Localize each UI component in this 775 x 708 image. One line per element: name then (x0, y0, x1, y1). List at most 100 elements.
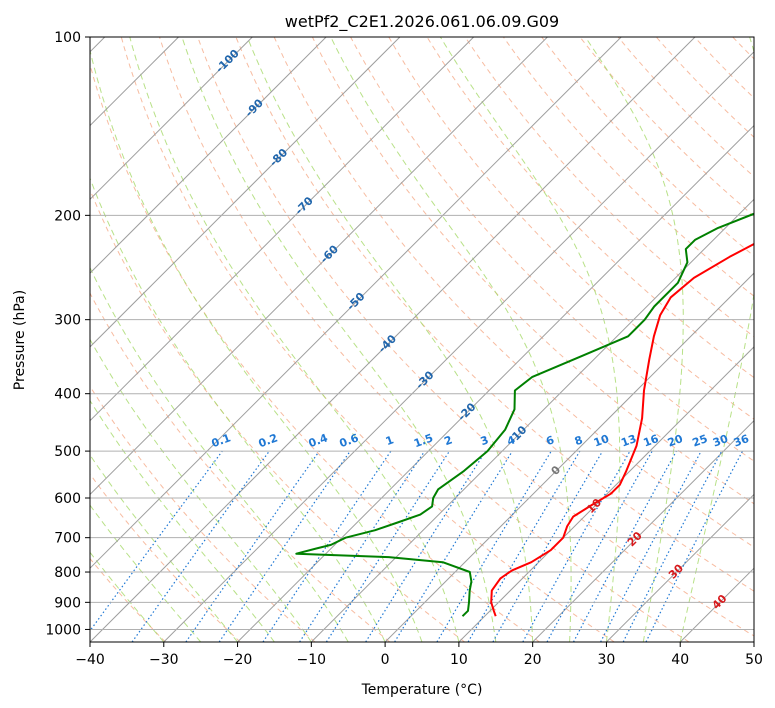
y-tick-label: 800 (54, 565, 81, 581)
y-axis: 100 200 300 400 500 600 700 800 900 1000 (45, 30, 90, 638)
y-tick-label: 1000 (45, 622, 81, 638)
mixing-ratio-label: 3 (479, 433, 491, 448)
mixing-ratio-label: 30 (711, 432, 730, 450)
x-tick-label: 50 (745, 652, 763, 668)
y-tick-label: 300 (54, 313, 81, 329)
moist-adiabat-line (330, 37, 572, 642)
y-axis-label: Pressure (hPa) (12, 290, 28, 390)
x-tick-label: 40 (671, 652, 689, 668)
dry-adiabat-line (235, 37, 754, 592)
mixing-ratio-label: 0.2 (257, 431, 280, 450)
isotherm-line (90, 37, 622, 569)
x-tick-label: 20 (524, 652, 542, 668)
moist-adiabat-line (90, 266, 349, 642)
moist-adiabat-line (90, 504, 202, 642)
dry-adiabat-line (694, 37, 754, 99)
y-tick-label: 700 (54, 531, 81, 547)
moist-adiabat-line (181, 37, 497, 642)
mixing-ratio-line (546, 450, 653, 642)
y-tick-label: 200 (54, 208, 81, 224)
mixing-ratio-line (492, 450, 604, 642)
mixing-ratio-line (90, 450, 223, 632)
isotherm-line (90, 37, 253, 201)
moist-adiabat-line (439, 37, 621, 642)
dry-adiabat-line (426, 37, 754, 379)
isotherm-line (90, 37, 548, 496)
x-tick-label: 30 (598, 652, 616, 668)
mixing-ratio-line (131, 450, 270, 642)
mixing-ratio-line (394, 450, 513, 642)
y-tick-label: 500 (54, 444, 81, 460)
moist-adiabat-line (90, 176, 386, 642)
dry-adiabat-line (273, 37, 754, 548)
isotherm-line (90, 37, 696, 642)
x-tick-label: −20 (223, 652, 253, 668)
isotherm-label: 0 (549, 463, 564, 478)
isotherm-line (384, 272, 754, 642)
mixing-ratio-line (522, 450, 631, 642)
dry-adiabat-line (90, 188, 465, 642)
mixing-ratio-label: 2 (442, 433, 454, 448)
dry-adiabat-line (771, 37, 775, 642)
mixing-ratio-label: 1.5 (412, 431, 435, 450)
moist-adiabat-line (90, 454, 238, 642)
mixing-ratio-label: 36 (732, 432, 751, 450)
dry-adiabat-line (197, 37, 754, 637)
dry-adiabat-line (90, 62, 540, 642)
mixing-ratio-label: 16 (642, 432, 661, 450)
moist-adiabat-line (90, 51, 423, 642)
mixing-ratio-line (436, 450, 552, 642)
moist-adiabat-line (129, 37, 460, 642)
x-tick-label: −10 (297, 652, 327, 668)
mixing-ratio-line (572, 450, 677, 642)
x-tick-label: −30 (149, 652, 179, 668)
dry-adiabat-line (90, 473, 241, 642)
mixing-ratio-line (622, 450, 723, 642)
y-tick-label: 100 (54, 30, 81, 46)
x-tick-label: −40 (75, 652, 105, 668)
mixing-ratio-label: 6 (544, 433, 556, 448)
isotherm-line (90, 37, 475, 422)
y-tick-label: 400 (54, 387, 81, 403)
isotherm-label: -40 (376, 332, 399, 355)
isotherm-line (163, 51, 754, 642)
y-tick-label: 600 (54, 491, 81, 507)
x-tick-label: 0 (381, 652, 390, 668)
mixing-ratio-labels: 0.1 0.2 0.4 0.6 1 1.5 2 3 4 6 8 10 13 16 20 25 30 36 (210, 431, 751, 450)
isotherm-line (606, 493, 754, 642)
isotherm-line (310, 198, 754, 642)
dry-adiabat-line (159, 37, 690, 642)
mixing-ratio-label: 0.4 (307, 431, 330, 450)
mixing-ratio-line (185, 450, 320, 642)
isotherm-line (90, 37, 327, 274)
moist-adiabat-line (246, 37, 534, 642)
dry-adiabat-line (388, 37, 754, 420)
y-tick-label: 900 (54, 595, 81, 611)
temperature-line (490, 242, 754, 617)
isotherm-line (753, 641, 754, 642)
plot-frame (89, 36, 755, 643)
isotherm-label: -100 (213, 47, 242, 76)
dry-adiabat-line (350, 37, 754, 462)
dewpoint-line (295, 212, 754, 617)
mixing-ratio-label: 4 (505, 433, 517, 448)
moist-adiabat-line (584, 37, 684, 642)
mixing-ratio-label: 1 (384, 433, 396, 448)
mixing-ratio-line (467, 450, 581, 642)
mixing-ratio-label: 0.1 (210, 431, 233, 450)
mixing-ratio-line (325, 450, 451, 642)
mixing-ratio-line (218, 450, 351, 642)
moist-adiabat-line (90, 551, 165, 642)
mixing-ratio-label: 20 (666, 432, 685, 450)
mixing-ratio-line (365, 450, 487, 642)
profile-lines (295, 212, 754, 617)
moist-adiabat-line (679, 37, 754, 642)
dry-adiabat-line (655, 37, 754, 138)
mixing-ratio-label: 10 (592, 432, 611, 450)
isotherm-line (679, 567, 754, 642)
x-axis-label: Temperature (°C) (361, 682, 483, 698)
x-axis: −40 −30 −20 −10 0 10 20 30 40 50 (75, 642, 763, 668)
chart-title: wetPf2_C2E1.2026.061.06.09.G09 (285, 12, 559, 32)
